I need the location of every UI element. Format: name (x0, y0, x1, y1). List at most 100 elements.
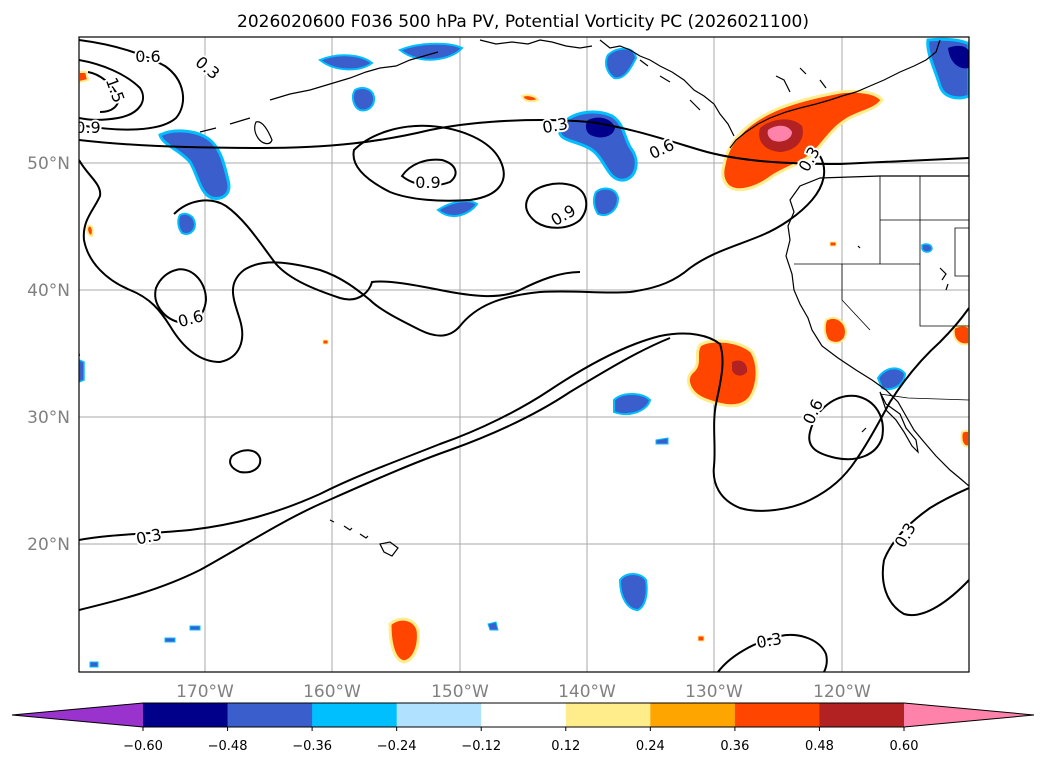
coastline-canada (729, 39, 969, 176)
pv-patch-blue-4 (318, 54, 374, 71)
lon-label-160w: 160°W (303, 682, 361, 702)
colorbar-segment (143, 703, 229, 727)
lon-label-120w: 120°W (813, 682, 871, 702)
colorbar-tick-label: −0.60 (123, 739, 163, 754)
lat-label-40n: 40°N (27, 281, 70, 301)
island-small-1 (254, 121, 273, 145)
pv-patch-orange-12 (829, 241, 837, 247)
pv-patch-navy-10 (948, 45, 969, 69)
pv-patch-orange-1 (721, 89, 884, 192)
coastline-bc (775, 67, 827, 93)
pv-patch-orange-10 (322, 339, 329, 345)
colorbar-tick-label: −0.12 (461, 739, 501, 754)
contour-0.9-nw (79, 59, 145, 121)
pv-patch-blue-17 (164, 637, 176, 643)
colorbar-extend-min (12, 703, 143, 727)
negative-anomalies (79, 37, 969, 668)
colorbar-segment (396, 703, 482, 727)
colorbar-segment (819, 703, 905, 727)
coastline-west-coast (785, 175, 969, 487)
pv-patch-orange-3 (823, 316, 848, 344)
lon-label-140w: 140°W (558, 682, 616, 702)
contour-0.3-north (79, 119, 969, 166)
border-mexico (879, 393, 969, 401)
coastlines (199, 39, 969, 557)
colorbar-segment (734, 703, 820, 727)
contour-0.6-ring (154, 268, 208, 324)
latitude-labels: 50°N 40°N 30°N 20°N (27, 154, 70, 555)
pv-patch-blue-3 (351, 87, 376, 112)
pv-contours (79, 39, 969, 672)
pv-patch-orange-7 (520, 94, 540, 103)
colorbar-tick-label: 0.48 (805, 739, 834, 754)
map-frame (78, 36, 970, 673)
lon-label-130w: 130°W (685, 682, 743, 702)
small-features (857, 245, 949, 433)
lon-label-170w: 170°W (176, 682, 234, 702)
coastline-baja (879, 391, 919, 454)
contour-0.9-east (525, 182, 588, 229)
lat-label-30n: 30°N (27, 408, 70, 428)
colorbar-segment (565, 703, 651, 727)
colorbar-tick-label: 0.24 (636, 739, 665, 754)
pv-patch-darkred-2 (732, 360, 748, 376)
pv-patch-blue-8 (592, 187, 620, 216)
colorbar-tick-label: 0.36 (720, 739, 749, 754)
contour-0.3-se (881, 487, 969, 617)
colorbar-segment (312, 703, 398, 727)
colorbar-extend-max (904, 703, 1034, 727)
pv-patch-blue-15 (79, 359, 85, 383)
pv-patch-orange-6 (388, 617, 420, 664)
pv-patch-blue-2 (177, 212, 197, 235)
contour-label: 0.6 (135, 47, 160, 66)
contour-0.6-se (808, 394, 884, 461)
pv-patch-orange-8 (79, 71, 90, 84)
colorbar-segment (481, 703, 567, 727)
contour-0.9-inner (400, 158, 457, 187)
contour-0.9-mid (352, 124, 505, 202)
pv-patch-blue-11 (613, 393, 652, 416)
colorbar-segment (650, 703, 736, 727)
pv-patch-blue-18 (189, 625, 201, 631)
pv-patch-blue-20 (655, 437, 669, 445)
contour-0.3-south (79, 337, 671, 611)
colorbar-segments (11, 702, 1035, 728)
lat-label-20n: 20°N (27, 535, 70, 555)
longitude-labels: 170°W 160°W 150°W 140°W 130°W 120°W (176, 682, 871, 702)
contour-label: 0.9 (415, 173, 440, 192)
pv-patch-blue-19 (487, 621, 499, 631)
pv-patch-orange-11 (697, 635, 705, 642)
pv-patch-blue-6 (436, 200, 479, 218)
pv-patch-pink-1 (767, 125, 792, 142)
lat-label-50n: 50°N (27, 154, 70, 174)
contour-1.5-nw (87, 71, 120, 113)
pv-patch-blue-7 (558, 110, 638, 182)
coastline-alaska-south (479, 39, 593, 49)
coastline-alaska-panhandle (599, 39, 735, 137)
positive-anomalies (79, 71, 969, 664)
colorbar-tick-label: 0.12 (551, 739, 580, 754)
contour-small-ring (229, 449, 262, 474)
hawaii-islands (329, 519, 399, 557)
map-panel: 0.6 0.3 1.5 0.9 0.3 0.9 0.6 0.9 0.3 0.6 … (75, 36, 970, 673)
coastline-aleutians (199, 51, 439, 133)
colorbar-tick-label: −0.24 (377, 739, 417, 754)
contour-0.6-inner-loop (173, 199, 581, 301)
contour-0.3-main (79, 307, 969, 541)
figure-title: 2026020600 F036 500 hPa PV, Potential Vo… (237, 12, 809, 32)
colorbar-tick-label: −0.36 (292, 739, 332, 754)
pv-patch-orange-5 (960, 429, 969, 448)
pv-patch-orange-2 (687, 339, 759, 408)
colorbar-ticks: −0.60 −0.48 −0.36 −0.24 −0.12 0.12 0.24 0.36 0.4… (123, 727, 918, 754)
pv-patch-blue-13 (876, 367, 907, 390)
contour-label: 0.9 (75, 118, 100, 137)
contour-0.3-bottom (717, 634, 828, 672)
pv-patch-blue-16 (89, 661, 99, 668)
colorbar: −0.60 −0.48 −0.36 −0.24 −0.12 0.12 0.24 0.36 0.4… (11, 702, 1035, 754)
pv-patch-orange-9 (86, 224, 94, 238)
state-borders (794, 176, 969, 331)
contour-0.6-nw (79, 39, 184, 131)
lon-label-150w: 150°W (431, 682, 489, 702)
pv-patch-blue-5 (398, 42, 464, 61)
